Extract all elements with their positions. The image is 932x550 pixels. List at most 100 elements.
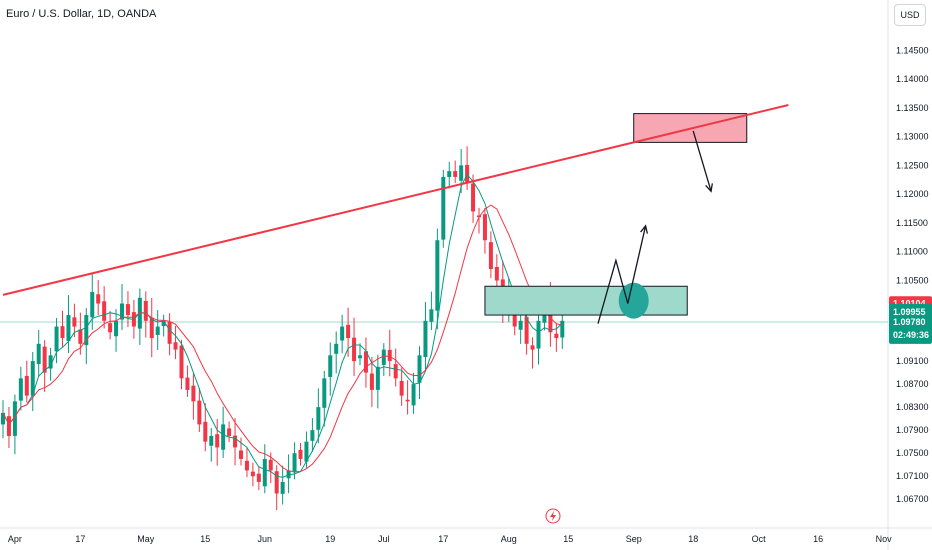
candle [256,473,261,482]
candle [191,385,196,402]
x-tick-label: Aug [501,534,517,544]
y-tick-label: 1.13500 [896,103,929,113]
candle [399,380,404,396]
candle [405,399,410,402]
candle [24,375,29,396]
candle [316,407,321,430]
candle [149,317,154,339]
y-tick-label: 1.13000 [896,132,929,142]
x-tick-label: 15 [200,534,210,544]
y-tick-label: 1.07500 [896,448,929,458]
candle [239,450,243,459]
candle [54,326,59,352]
y-tick-label: 1.12000 [896,189,929,199]
countdown-text: 02:49:36 [893,330,929,340]
candle [125,304,130,316]
x-tick-label: Oct [752,534,767,544]
candle [36,343,41,365]
candle [250,471,255,477]
candle [471,183,476,212]
down-arrow[interactable] [692,130,712,192]
x-tick-label: Jul [378,534,390,544]
candle [524,316,529,344]
candle [447,171,452,178]
candle [340,326,345,341]
x-tick-label: 15 [563,534,573,544]
y-tick-label: 1.14000 [896,74,929,84]
candle [411,384,416,406]
currency-selector[interactable]: USD [894,4,926,26]
candle [518,320,523,330]
candle [417,355,422,383]
chart-title: Euro / U.S. Dollar, 1D, OANDA [6,8,157,20]
y-tick-label: 1.11000 [896,247,928,257]
candle [173,342,178,350]
candle [167,322,172,344]
candle [536,320,541,349]
x-tick-label: 17 [438,534,448,544]
price-tag-red-text: 1.10104 [893,298,926,308]
candle [298,449,303,459]
candle [90,292,95,318]
x-tick-label: Apr [8,534,22,544]
candle [310,430,315,441]
candle [66,315,71,341]
candle [1,412,5,425]
lightning-bolt [550,511,556,521]
candle [346,324,351,339]
candle [262,458,267,487]
candle [120,303,124,320]
candle [435,240,440,311]
lightning-icon[interactable] [545,508,561,524]
support-zone[interactable] [484,285,688,316]
moving-average-slow [2,204,563,473]
candle [244,460,249,471]
candle [286,470,291,479]
x-tick-label: 17 [75,534,85,544]
up-path[interactable] [597,225,647,324]
candle [30,361,35,396]
up-path-head [640,224,649,234]
candle [72,317,77,327]
x-tick-label: Sep [626,534,642,544]
candle [161,320,166,327]
y-tick-label: 1.08700 [896,379,929,389]
candle [322,378,327,408]
trendline[interactable] [2,103,789,296]
y-tick-label: 1.11500 [896,218,928,228]
candle [363,351,368,373]
candle [48,355,53,369]
candle [221,424,226,450]
y-tick-label: 1.12500 [896,160,929,170]
price-tag-green [889,303,932,344]
last-price-text: 1.09955 [893,307,926,317]
candle [227,428,232,436]
candle [84,315,89,346]
candle [215,434,220,448]
candle [197,400,202,425]
candle [554,333,559,339]
candle [12,401,17,436]
candle [488,242,493,269]
candle [209,435,214,446]
candle [292,453,297,473]
candle [387,349,392,362]
y-tick-label: 1.14500 [896,45,929,55]
candle [42,346,47,373]
candle [560,320,565,338]
candle [6,416,11,436]
candle [155,326,160,335]
candle [381,349,386,365]
candle [102,301,107,321]
candle [143,300,148,321]
candle [280,481,285,494]
candle [393,364,398,379]
candle [108,323,113,333]
candle [375,366,380,390]
candle [328,355,333,377]
candle [304,441,309,462]
candle [268,459,273,471]
y-tick-label: 1.10500 [896,276,929,286]
candle [179,345,184,379]
